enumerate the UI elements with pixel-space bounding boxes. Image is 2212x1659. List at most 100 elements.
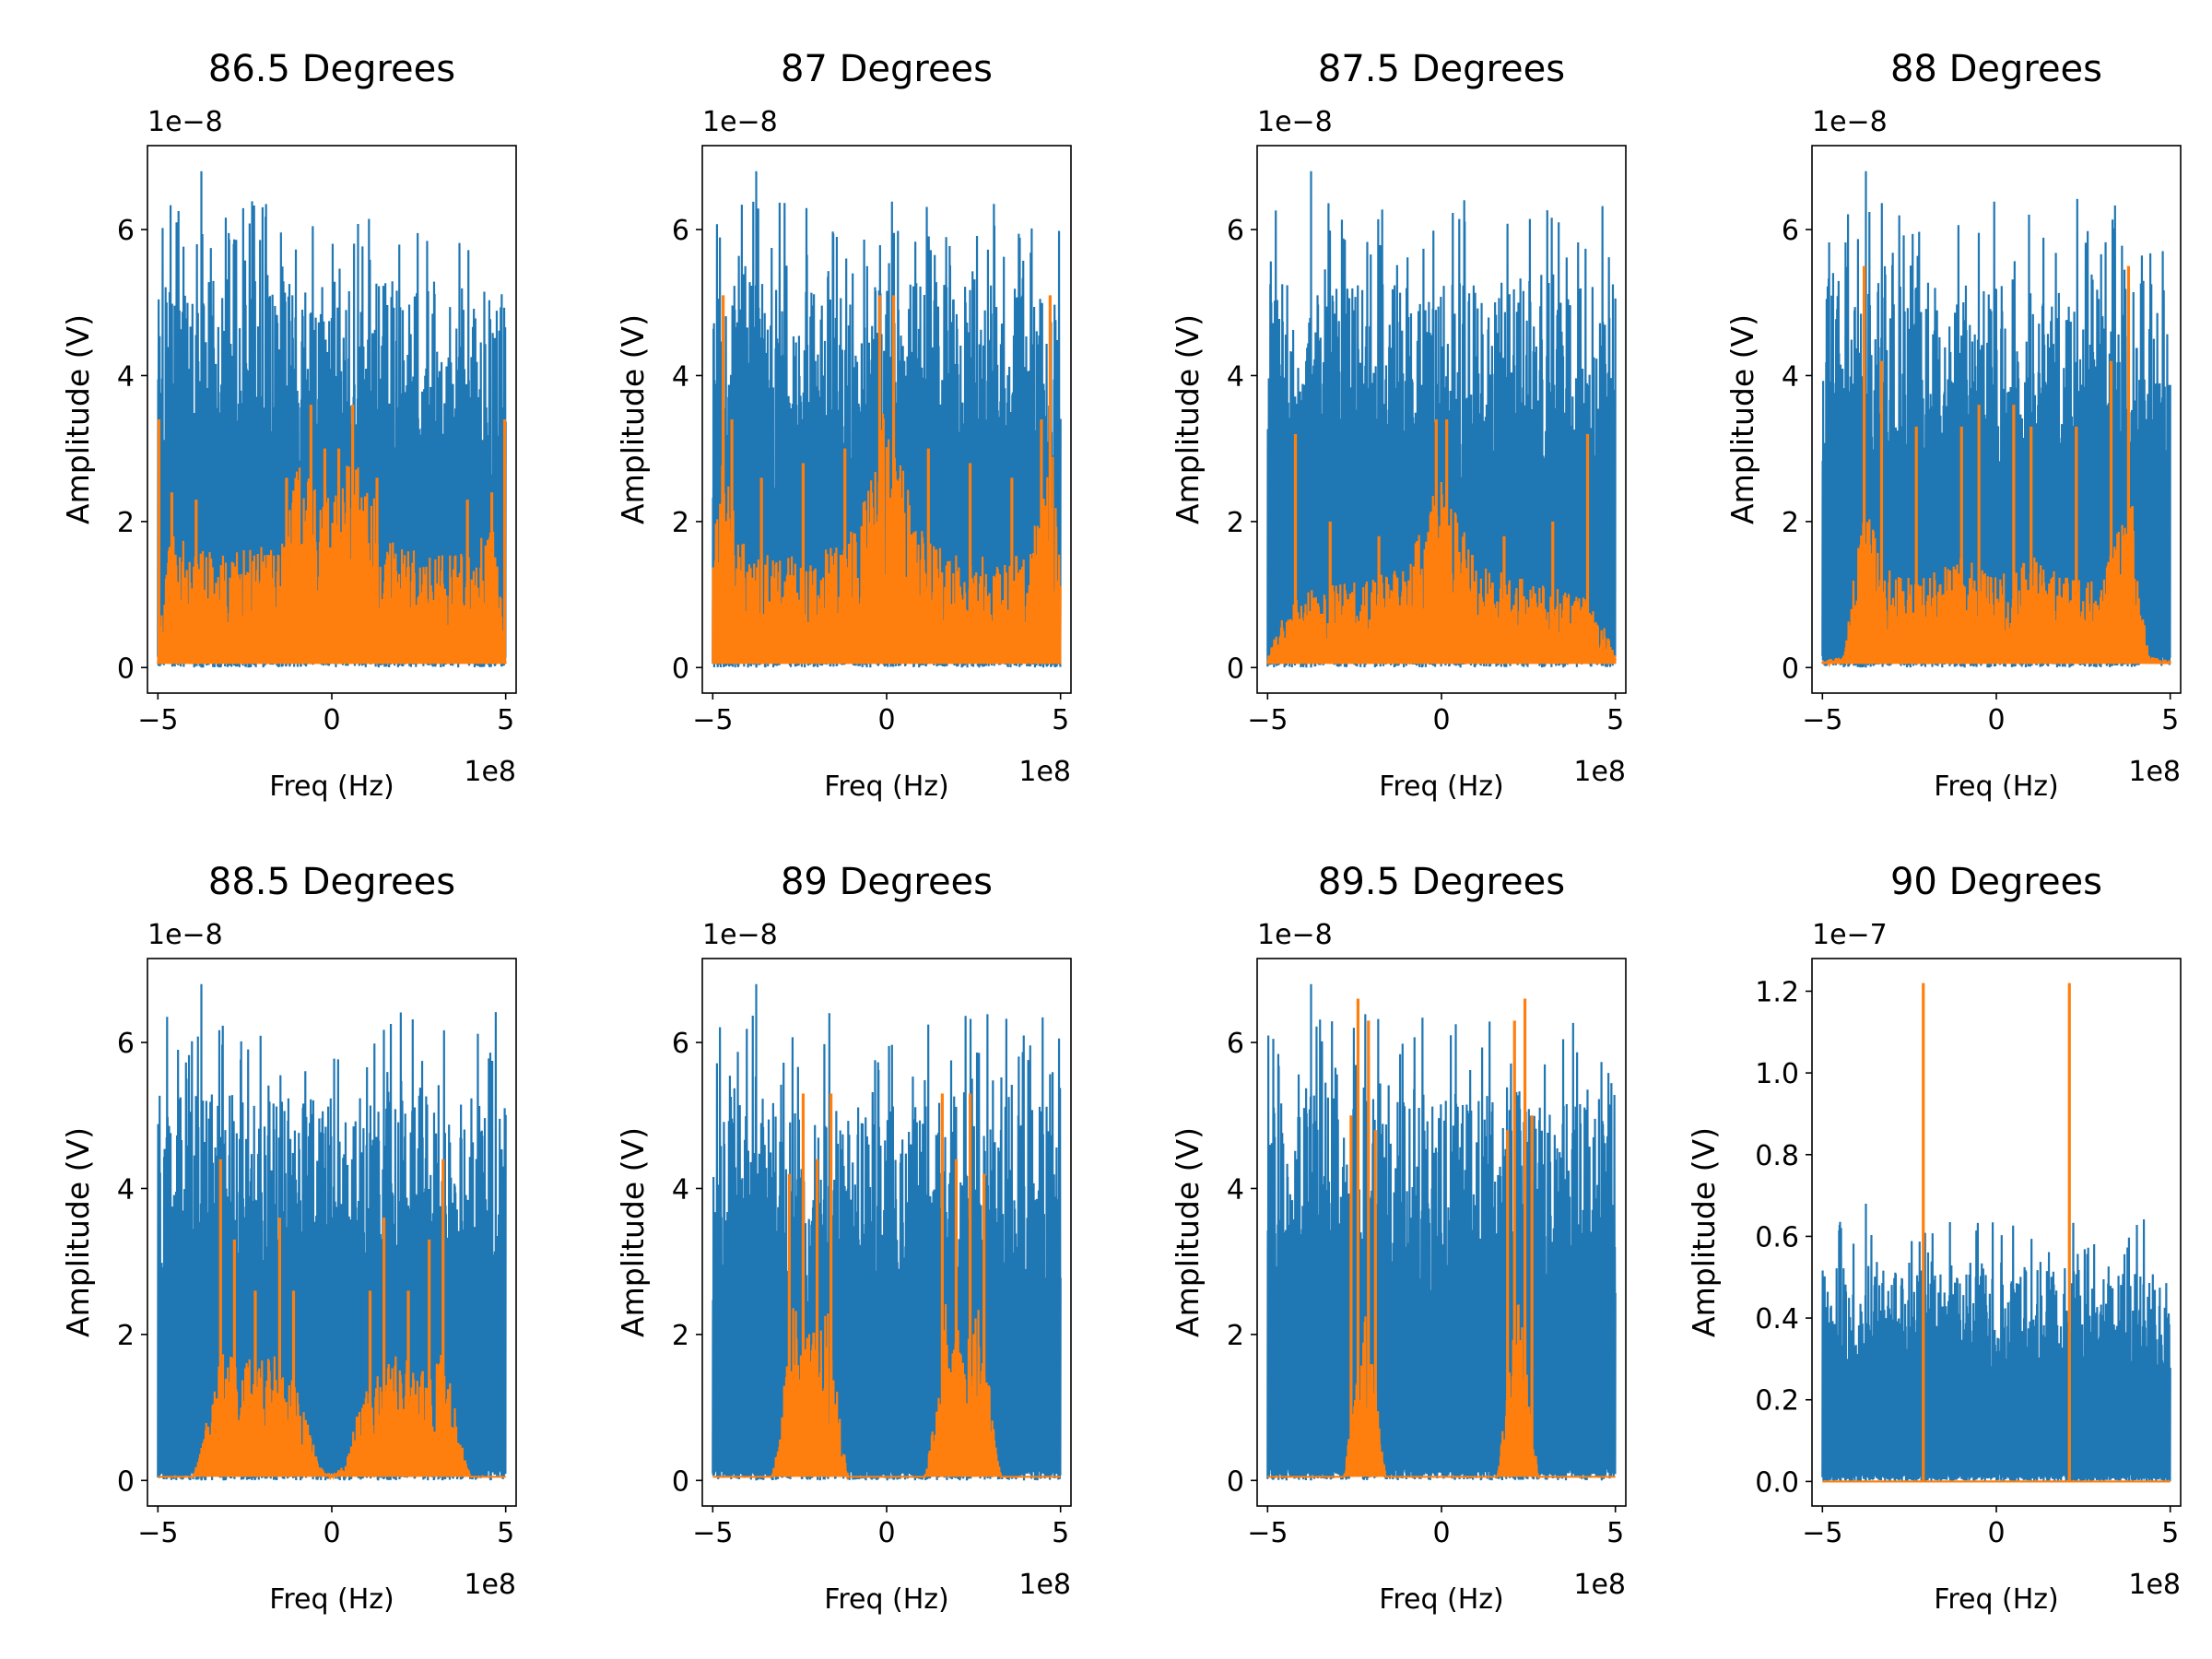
x-offset-text: 1e8: [464, 1569, 516, 1601]
y-tick-label: 6: [672, 215, 689, 247]
subplot-title: 89.5 Degrees: [1318, 861, 1565, 903]
y-tick-label: 4: [1782, 360, 1799, 393]
plot-area: [1266, 983, 1617, 1481]
x-tick-label: 5: [2161, 1517, 2179, 1549]
x-axis-label: Freq (Hz): [824, 1583, 949, 1616]
y-tick-label: 6: [1227, 215, 1244, 247]
y-axis-label: Amplitude (V): [1686, 1127, 1722, 1337]
y-tick-label: 2: [1782, 507, 1799, 539]
subplot-title: 87.5 Degrees: [1318, 48, 1565, 90]
x-tick-label: −5: [1802, 704, 1842, 736]
y-offset-text: 1e−7: [1812, 919, 1888, 951]
y-tick-label: 2: [1227, 507, 1244, 539]
x-offset-text: 1e8: [464, 756, 516, 788]
y-tick-label: 2: [117, 507, 135, 539]
plot-area: [1821, 982, 2171, 1483]
x-tick-label: 5: [1052, 704, 1069, 736]
x-tick-label: −5: [1247, 704, 1288, 736]
subplot-title: 87 Degrees: [781, 48, 993, 90]
x-tick-label: −5: [1802, 1517, 1842, 1549]
subplot-title: 89 Degrees: [781, 861, 993, 903]
subplot-8: −5 0 5 0.0 0.2 0.4 0.6 0.8 1.0 1.2 1e−7 1e8 Freq (Hz…: [1686, 861, 2182, 1616]
x-tick-label: −5: [1247, 1517, 1288, 1549]
y-tick-label: 4: [672, 1173, 689, 1206]
y-offset-text: 1e−8: [702, 106, 778, 138]
x-offset-text: 1e8: [1573, 1569, 1626, 1601]
y-axis-label: Amplitude (V): [1724, 314, 1760, 524]
x-tick-label: 5: [497, 704, 514, 736]
y-tick-label: 6: [1782, 215, 1799, 247]
y-tick-label: 0.8: [1755, 1140, 1799, 1172]
series-filtered-line: [1266, 482, 1617, 665]
x-axis-label: Freq (Hz): [1379, 771, 1504, 803]
x-offset-text: 1e8: [1018, 756, 1071, 788]
x-tick-label: −5: [692, 704, 733, 736]
series-filtered-line: [157, 465, 507, 665]
plot-area: [712, 171, 1062, 668]
y-axis-label: Amplitude (V): [1170, 314, 1206, 524]
x-axis-label: Freq (Hz): [269, 1583, 394, 1616]
x-tick-label: 0: [1432, 704, 1450, 736]
y-tick-label: 0: [1227, 1465, 1244, 1498]
y-tick-label: 0.6: [1755, 1221, 1799, 1253]
y-axis-label: Amplitude (V): [60, 1127, 96, 1337]
x-tick-label: −5: [137, 704, 178, 736]
y-tick-label: 4: [1227, 1173, 1244, 1206]
plot-area: [1266, 171, 1617, 668]
y-tick-label: 4: [117, 1173, 135, 1206]
series-filtered-line: [712, 413, 1062, 665]
x-tick-label: 0: [323, 1517, 340, 1549]
plot-area: [157, 983, 507, 1481]
x-offset-text: 1e8: [2128, 756, 2181, 788]
subplot-title: 90 Degrees: [1890, 861, 2102, 903]
y-tick-label: 4: [1227, 360, 1244, 393]
subplot-title: 86.5 Degrees: [208, 48, 455, 90]
y-tick-label: 0: [1227, 653, 1244, 685]
y-tick-label: 6: [1227, 1028, 1244, 1060]
y-tick-label: 2: [672, 507, 689, 539]
x-axis-label: Freq (Hz): [1934, 771, 2059, 803]
x-tick-label: 0: [1987, 704, 2005, 736]
y-tick-label: 4: [117, 360, 135, 393]
y-tick-label: 1.0: [1755, 1058, 1799, 1090]
y-tick-label: 0: [1782, 653, 1799, 685]
subplot-title: 88 Degrees: [1890, 48, 2102, 90]
x-tick-label: 5: [1606, 704, 1624, 736]
x-axis-label: Freq (Hz): [1934, 1583, 2059, 1616]
x-axis-label: Freq (Hz): [1379, 1583, 1504, 1616]
x-axis-label: Freq (Hz): [824, 771, 949, 803]
plot-area: [1821, 171, 2171, 668]
series-filtered-line: [1267, 1304, 1616, 1480]
y-offset-text: 1e−8: [1257, 106, 1333, 138]
x-tick-label: 5: [2161, 704, 2179, 736]
y-axis-label: Amplitude (V): [1170, 1127, 1206, 1337]
y-tick-label: 2: [672, 1320, 689, 1352]
y-tick-label: 2: [117, 1320, 135, 1352]
x-tick-label: 0: [323, 704, 340, 736]
y-tick-label: 0.0: [1755, 1466, 1799, 1499]
y-offset-text: 1e−8: [147, 106, 223, 138]
y-tick-label: 6: [672, 1028, 689, 1060]
x-offset-text: 1e8: [2128, 1569, 2181, 1601]
x-offset-text: 1e8: [1573, 756, 1626, 788]
series-signal-line: [1266, 983, 1617, 1481]
y-offset-text: 1e−8: [1812, 106, 1888, 138]
plot-area: [157, 171, 507, 668]
y-tick-label: 0: [117, 653, 135, 685]
x-tick-label: −5: [692, 1517, 733, 1549]
x-tick-label: −5: [137, 1517, 178, 1549]
series-signal-line: [157, 983, 507, 1481]
x-tick-label: 0: [1987, 1517, 2005, 1549]
series-filtered-line: [712, 1304, 1061, 1481]
series-signal-line: [1821, 1203, 2171, 1482]
y-offset-text: 1e−8: [1257, 919, 1333, 951]
y-offset-text: 1e−8: [147, 919, 223, 951]
x-tick-label: 5: [1052, 1517, 1069, 1549]
